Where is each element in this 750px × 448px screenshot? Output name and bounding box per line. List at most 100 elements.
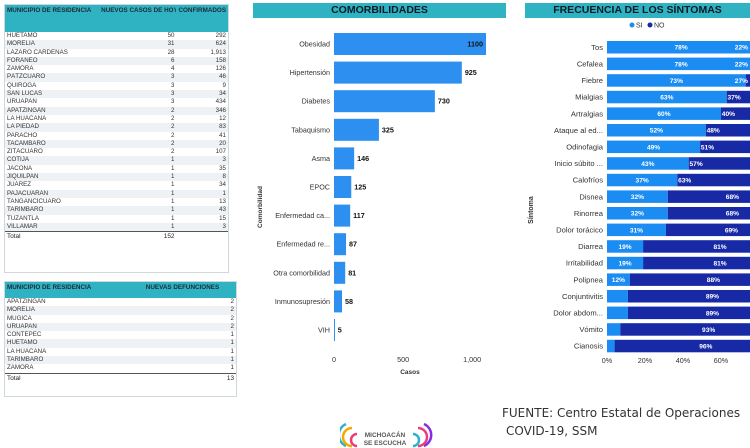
bar-7[interactable] [334, 233, 347, 256]
table-row[interactable]: QUIROGA 3 9 [5, 82, 228, 90]
bar-si-18[interactable] [607, 339, 615, 353]
col-header-municipio[interactable]: MUNICIPIO DE RESIDENCIA [7, 7, 92, 14]
bar-si-14[interactable] [607, 273, 630, 286]
bar-no-8[interactable] [677, 173, 750, 187]
bar-si-2[interactable] [607, 74, 746, 87]
table-row[interactable]: HUETAMO 1 [5, 339, 236, 348]
table-row[interactable]: APATZINGÁN 2 346 [5, 106, 228, 115]
table-row[interactable]: CONTEPEC 1 [5, 331, 236, 339]
bar-no-15[interactable] [627, 290, 750, 303]
table-row[interactable]: SAN LUCAS 3 34 [5, 90, 228, 99]
cell-value: 2 [171, 106, 175, 114]
bar-si-6[interactable] [607, 140, 701, 154]
bar-10[interactable] [334, 319, 335, 341]
cell-municipio: LA PIEDAD [7, 123, 39, 131]
bar-1[interactable] [334, 61, 462, 84]
legend: SI NO [629, 22, 665, 30]
cell-municipio: ZAMORA [7, 65, 34, 73]
table-row[interactable]: APATZINGÁN 2 [5, 298, 236, 306]
bar-si-9[interactable] [607, 190, 668, 203]
table-row[interactable]: COTIJA 1 3 [5, 156, 228, 165]
bar-no-18[interactable] [614, 339, 750, 353]
table-row[interactable]: JUÁREZ 1 34 [5, 181, 228, 189]
category-label: VIH [318, 326, 330, 335]
table-row[interactable]: PARACHO 2 41 [5, 132, 228, 140]
bar-si-5[interactable] [607, 124, 706, 137]
table-row[interactable]: TANGANCÍCUARO 1 13 [5, 198, 228, 206]
bar-si-3[interactable] [607, 90, 727, 104]
table-row[interactable]: URUAPAN 3 434 [5, 98, 228, 106]
bar-3[interactable] [334, 118, 379, 141]
table-row[interactable]: JACONA 1 35 [5, 165, 228, 173]
table-row[interactable]: LA HUACANA 1 [5, 348, 236, 356]
bar-no-4[interactable] [721, 107, 750, 120]
table-row[interactable]: LA PIEDAD 2 83 [5, 123, 228, 132]
col-header-nuevas-defunciones[interactable]: NUEVAS DEFUNCIONES [145, 284, 220, 291]
table-row[interactable]: ZITÁCUARO 2 107 [5, 148, 228, 156]
bar-no-10[interactable] [667, 207, 750, 220]
bar-no-2[interactable] [745, 74, 750, 87]
col-header-nuevos-casos[interactable]: NUEVOS CASOS DE HOY [101, 7, 177, 14]
table-row[interactable]: LÁZARO CÁRDENAS 28 1,913 [5, 49, 228, 57]
bar-2[interactable] [334, 90, 435, 113]
cell-value: 1 [230, 331, 234, 339]
total-new-cases: 152 [163, 233, 175, 241]
bar-no-11[interactable] [665, 223, 750, 237]
col-header-municipio[interactable]: MUNICIPIO DE RESIDENCIA [7, 284, 92, 291]
table-row[interactable]: TARÍMBARO 1 43 [5, 206, 228, 215]
legend-label[interactable]: SI [636, 23, 643, 30]
col-header-confirmados[interactable]: CONFIRMADOS [178, 7, 227, 14]
bar-si-12[interactable] [607, 240, 644, 253]
table-row[interactable]: VILLAMAR 1 3 [5, 222, 228, 232]
bar-si-0[interactable] [607, 41, 750, 54]
cell-municipio: ZAMORA [7, 364, 34, 372]
bar-6[interactable] [334, 204, 351, 227]
table-row[interactable]: URUAPAN 2 [5, 322, 236, 332]
table-row[interactable]: MORELIA 2 [5, 306, 236, 315]
table-row[interactable]: TACÁMBARO 2 20 [5, 139, 228, 149]
bar-si-13[interactable] [607, 256, 644, 270]
bar-si-1[interactable] [607, 57, 750, 71]
table-row[interactable]: FORÁNEO 6 158 [5, 56, 228, 66]
table-row[interactable]: ZAMORA 4 126 [5, 65, 228, 73]
legend-label[interactable]: NO [654, 23, 665, 30]
bar-si-17[interactable] [607, 323, 621, 336]
bar-no-3[interactable] [726, 90, 750, 104]
bar-no-14[interactable] [629, 273, 750, 286]
bar-si-8[interactable] [607, 173, 678, 187]
cell-municipio: TUZANTLA [7, 214, 39, 222]
bar-si-16[interactable] [607, 306, 628, 320]
table-row[interactable]: LA HUACANA 2 12 [5, 115, 228, 123]
bar-4[interactable] [334, 147, 355, 170]
bar-si-11[interactable] [607, 223, 666, 237]
cell-value: 31 [167, 40, 175, 48]
table-row[interactable]: MÚGICA 2 [5, 315, 236, 323]
bar-8[interactable] [334, 261, 346, 284]
bar-no-17[interactable] [620, 323, 750, 336]
bar-no-9[interactable] [667, 190, 750, 203]
bar-no-5[interactable] [705, 124, 750, 137]
table-row[interactable]: MORELIA 31 624 [5, 40, 228, 49]
category-label: Cianosis [574, 342, 603, 351]
table-row[interactable]: TUZANTLA 1 15 [5, 215, 228, 223]
table-row[interactable]: HUETAMO 50 292 [5, 32, 228, 40]
table-row[interactable]: JIQUILPAN 1 8 [5, 173, 228, 182]
bar-9[interactable] [334, 290, 343, 313]
data-label: 5 [338, 326, 342, 335]
bar-no-7[interactable] [688, 157, 750, 170]
table-row[interactable]: PAJACUARÁN 1 1 [5, 189, 228, 198]
bar-0[interactable] [334, 33, 486, 55]
cell-value: 6 [171, 56, 175, 64]
bar-no-12[interactable] [643, 240, 750, 253]
table-row[interactable]: ZAMORA 1 [5, 364, 236, 372]
table-row[interactable]: PÁTZCUARO 3 46 [5, 73, 228, 82]
table-row[interactable]: TARÍMBARO 1 [5, 356, 236, 365]
bar-no-16[interactable] [627, 306, 750, 320]
bar-si-4[interactable] [607, 107, 721, 120]
bar-no-13[interactable] [643, 256, 750, 270]
bar-5[interactable] [334, 176, 352, 198]
bar-si-15[interactable] [607, 290, 628, 303]
bar-no-6[interactable] [700, 140, 750, 154]
bar-si-10[interactable] [607, 207, 668, 220]
bar-si-7[interactable] [607, 157, 689, 170]
